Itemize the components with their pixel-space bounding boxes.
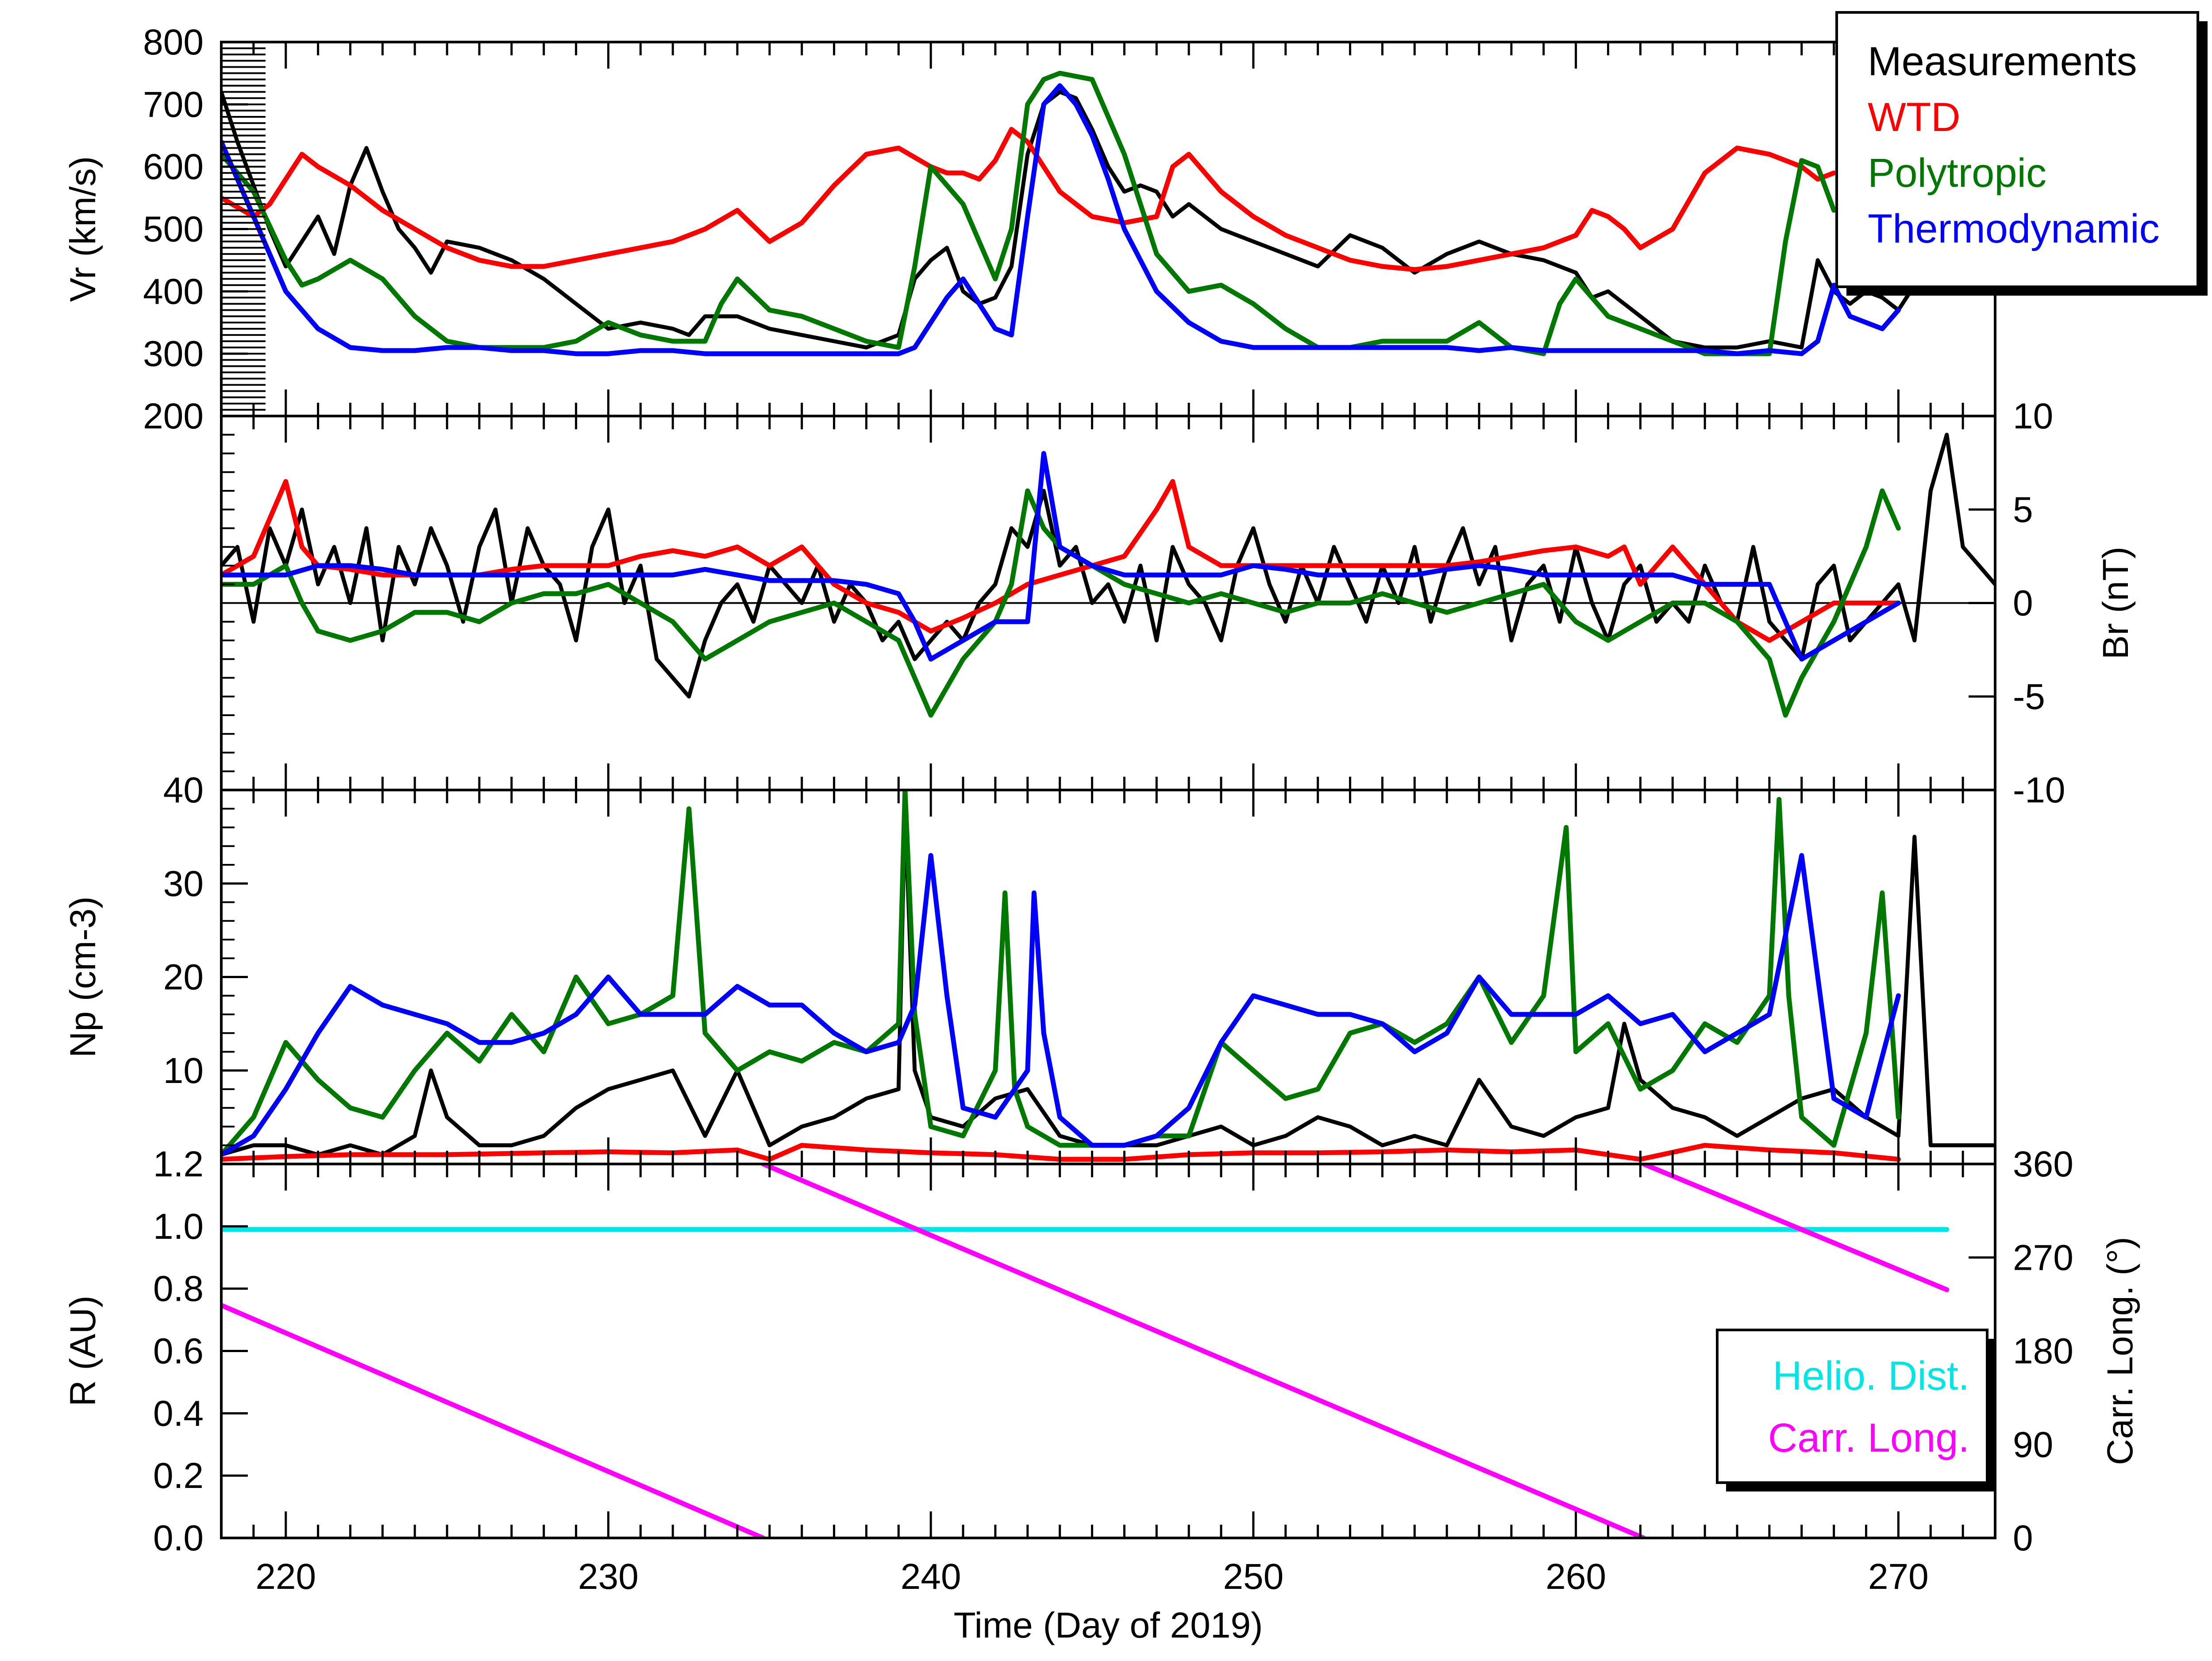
legend-orbit-entry: Carr. Long. — [1768, 1415, 1969, 1461]
y-tick-label: -5 — [2013, 677, 2045, 717]
x-tick-label: 260 — [1545, 1557, 1606, 1597]
legend-main-entry: Measurements — [1868, 39, 2137, 84]
y2-tick-label: 360 — [2013, 1144, 2073, 1184]
y-tick-label: 200 — [143, 396, 204, 436]
y-tick-label: 300 — [143, 334, 204, 374]
frames-layer — [220, 41, 1996, 1539]
x-axis-label: Time (Day of 2019) — [954, 1605, 1263, 1646]
legend-orbit-box — [1716, 1329, 1988, 1484]
x-tick-label: 240 — [901, 1557, 961, 1597]
y-tick-label: -10 — [2013, 770, 2066, 810]
x-tick-label: 270 — [1868, 1557, 1929, 1597]
legend-main-entry: Thermodynamic — [1868, 206, 2160, 251]
series-vr-3-line — [221, 83, 1901, 356]
legend-orbit: Helio. Dist. Carr. Long. — [1716, 1329, 1996, 1491]
plot-layer — [221, 70, 1995, 1538]
series-np-0-line — [221, 806, 1995, 1157]
legend-main: Measurements WTD Polytropic Thermodynamic — [1835, 11, 2208, 296]
series-np-3-line — [221, 853, 1901, 1157]
series-vr-1-line — [221, 127, 1837, 272]
y2-tick-label: 270 — [2013, 1237, 2073, 1278]
y-tick-label: 1.2 — [153, 1144, 204, 1184]
series-vr-2-line — [221, 70, 1837, 356]
y-axis-label: Vr (km/s) — [63, 156, 103, 302]
legend-main-entry: Polytropic — [1868, 150, 2046, 196]
y-tick-label: 0.8 — [153, 1269, 204, 1309]
legends-layer: Measurements WTD Polytropic Thermodynamic He… — [1716, 11, 2208, 1491]
series-orbit-1-seg0-line — [221, 1303, 766, 1538]
y2-tick-label: 0 — [2013, 1518, 2033, 1558]
y-tick-label: 500 — [143, 209, 204, 250]
y-tick-label: 0 — [2013, 583, 2033, 624]
series-br-3-line — [221, 451, 1901, 662]
y2-tick-label: 180 — [2013, 1331, 2073, 1372]
series-np-2-line — [221, 790, 1901, 1157]
y-tick-label: 800 — [143, 22, 204, 62]
series-orbit-1-seg2-line — [1641, 1164, 1950, 1292]
y-tick-label: 10 — [163, 1051, 204, 1091]
y2-tick-label: 90 — [2013, 1425, 2053, 1465]
series-vr-0-line — [221, 90, 1917, 350]
y-tick-label: 400 — [143, 271, 204, 312]
y-tick-label: 20 — [163, 957, 204, 998]
y-tick-label: 10 — [2013, 396, 2053, 436]
legend-orbit-entry: Helio. Dist. — [1773, 1353, 1969, 1399]
panel-orbit-plot — [221, 1164, 1950, 1538]
series-br-0-line — [221, 432, 1995, 699]
y-tick-label: 1.0 — [153, 1206, 204, 1247]
y-tick-label: 0.2 — [153, 1456, 204, 1496]
x-tick-label: 230 — [578, 1557, 639, 1597]
panel-vr-frame — [220, 41, 1996, 417]
x-tick-label: 220 — [255, 1557, 316, 1597]
y-axis-label: Np (cm-3) — [63, 896, 103, 1057]
y-axis-label: Br (nT) — [2096, 547, 2136, 659]
y-tick-label: 0.0 — [153, 1518, 204, 1558]
y-tick-label: 0.6 — [153, 1331, 204, 1372]
series-orbit-1-seg1-line — [760, 1164, 1646, 1538]
panel-np-plot — [221, 790, 1995, 1162]
series-br-2-line — [221, 488, 1901, 718]
y-tick-label: 700 — [143, 85, 204, 125]
y-axis-label: R (AU) — [63, 1295, 103, 1407]
panel-np-frame — [220, 789, 1996, 1165]
legend-main-entry: WTD — [1868, 95, 1960, 140]
y-tick-label: 40 — [163, 770, 204, 810]
y-tick-label: 5 — [2013, 489, 2033, 530]
y-tick-label: 600 — [143, 147, 204, 187]
panel-vr-plot — [221, 70, 1917, 356]
y2-axis-label: Carr. Long. (°) — [2100, 1237, 2140, 1465]
x-tick-label: 250 — [1223, 1557, 1284, 1597]
panel-br-plot — [221, 432, 1995, 718]
y-tick-label: 0.4 — [153, 1393, 204, 1434]
legend-main-box — [1835, 11, 2199, 288]
y-tick-label: 30 — [163, 863, 204, 904]
